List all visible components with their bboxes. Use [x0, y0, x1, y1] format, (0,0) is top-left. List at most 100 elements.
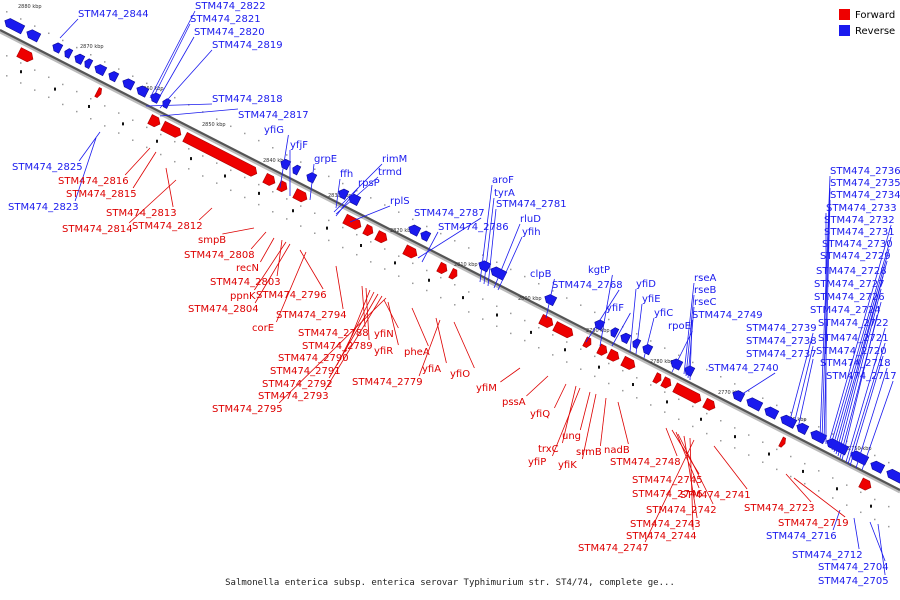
track-dot	[482, 318, 484, 320]
reverse-gene-label: STM474_2822	[195, 1, 266, 12]
track-dot	[244, 132, 246, 135]
leader-line	[59, 18, 79, 39]
reverse-gene-label: STM474_2819	[212, 40, 283, 51]
track-dot	[230, 125, 232, 128]
track-dot	[146, 126, 148, 129]
track-dot	[286, 198, 288, 200]
track-dot	[846, 504, 848, 506]
track-dot	[174, 160, 176, 163]
track-dot	[790, 475, 792, 478]
gene-arrow	[780, 414, 798, 429]
leader-line	[335, 265, 344, 310]
track-dot	[174, 96, 176, 99]
track-dot	[426, 269, 428, 272]
leader-line	[198, 207, 213, 221]
leader-line	[677, 433, 714, 505]
forward-gene-feature	[448, 268, 458, 280]
forward-gene-feature	[160, 120, 182, 138]
track-dot	[132, 119, 134, 121]
track-dot	[818, 426, 820, 428]
track-dot	[496, 261, 498, 264]
reverse-gene-label: rpoE	[668, 321, 691, 332]
track-dot	[538, 326, 540, 329]
gene-arrow	[342, 213, 362, 230]
reverse-gene-feature	[610, 327, 620, 338]
track-tick	[802, 469, 804, 473]
track-dot	[566, 341, 568, 343]
track-dot	[678, 398, 680, 401]
track-dot	[454, 284, 456, 286]
track-dot	[860, 447, 862, 450]
track-dot	[804, 462, 806, 465]
legend: Forward Reverse	[839, 9, 895, 37]
gene-arrow	[620, 332, 632, 344]
reverse-gene-feature	[478, 260, 492, 273]
reverse-gene-label: STM474_2728	[816, 266, 887, 277]
reverse-gene-label: STM474_2787	[414, 208, 485, 219]
track-dot	[34, 89, 36, 91]
track-dot	[258, 183, 260, 186]
reverse-gene-feature	[870, 460, 886, 474]
reverse-gene-feature	[338, 188, 350, 200]
track-dot	[440, 232, 442, 235]
reverse-gene-feature	[4, 18, 26, 35]
track-dot	[160, 89, 162, 92]
leader-line	[793, 477, 846, 518]
leader-line	[417, 217, 482, 259]
reverse-gene-label: rseC	[694, 297, 716, 308]
reverse-gene-feature	[122, 78, 136, 91]
reverse-gene-label: clpB	[530, 269, 552, 280]
reverse-gene-label: STM474_2731	[824, 227, 895, 238]
track-dot	[426, 289, 428, 292]
track-dot	[314, 232, 316, 234]
track-dot	[90, 118, 92, 120]
tick-label: 2880 kbp	[18, 4, 42, 10]
reverse-gene-feature	[764, 406, 780, 420]
track-dot	[566, 297, 568, 299]
track-dot	[328, 239, 330, 242]
forward-gene-feature	[292, 188, 308, 203]
reverse-gene-feature	[746, 397, 764, 412]
forward-gene-label: STM474_2779	[352, 377, 423, 388]
tick-label: 2790 kbp	[586, 328, 610, 334]
forward-gene-label: STM474_2789	[302, 341, 373, 352]
leader-line	[831, 248, 890, 451]
reverse-gene-label: ffh	[340, 169, 353, 180]
reverse-gene-label: kgtP	[588, 265, 610, 276]
leader-line	[797, 358, 814, 429]
gene-arrow	[606, 348, 620, 362]
track-dot	[664, 391, 666, 393]
track-dot	[188, 168, 190, 170]
track-tick	[870, 504, 872, 508]
reverse-gene-feature	[84, 58, 94, 70]
track-tick	[462, 296, 464, 300]
reverse-gene-label: STM474_2786	[438, 222, 509, 233]
leader-line	[877, 523, 886, 576]
track-dot	[356, 253, 358, 256]
gene-arrow	[420, 230, 432, 242]
track-dot	[818, 490, 820, 492]
forward-gene-label: STM474_2813	[106, 208, 177, 219]
reverse-gene-label: STM474_2717	[826, 371, 897, 382]
track-dot	[678, 418, 680, 421]
track-dot	[594, 375, 596, 378]
gene-arrow	[4, 18, 26, 35]
forward-gene-feature	[858, 477, 872, 491]
track-dot	[398, 275, 400, 277]
leader-line	[713, 445, 748, 490]
track-dot	[510, 312, 512, 315]
track-dot	[706, 432, 708, 435]
gene-arrow	[276, 180, 288, 193]
reverse-gene-label: yfiE	[642, 294, 661, 305]
track-dot	[832, 497, 834, 499]
track-tick	[598, 365, 600, 369]
legend-forward-swatch	[839, 9, 850, 20]
genome-axis	[0, 29, 900, 494]
track-dot	[510, 268, 512, 271]
forward-gene-feature	[538, 314, 554, 328]
gene-arrow	[778, 436, 786, 448]
gene-arrow	[362, 224, 374, 237]
track-dot	[34, 25, 36, 27]
reverse-gene-label: STM474_2733	[826, 203, 897, 214]
track-dot	[860, 511, 862, 514]
